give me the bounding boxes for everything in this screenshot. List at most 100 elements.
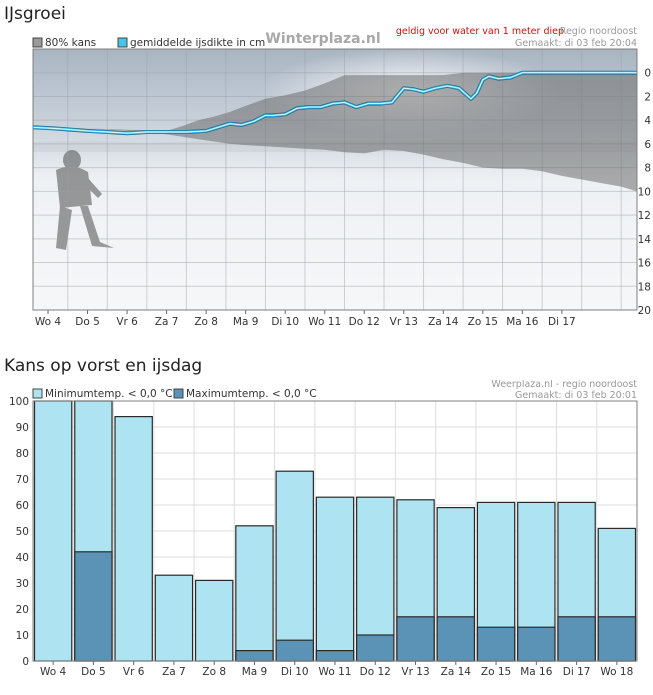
frost-x-tick-label: Zo 15 (481, 666, 511, 678)
legend-line-swatch (117, 37, 128, 48)
made-timestamp: Gemaakt: di 03 feb 20:04 (515, 38, 637, 49)
ice-plot-frame (32, 48, 638, 311)
ice-x-tick-label: Di 17 (548, 316, 576, 328)
ice-x-tick-label: Wo 11 (308, 316, 341, 328)
ice-y-tick-label: 12 (638, 210, 651, 222)
legend-min-swatch (32, 388, 43, 399)
mean-ice-line-highlight (32, 72, 637, 134)
frost-x-tick-label: Za 7 (162, 666, 186, 678)
frost-x-tick-label: Ma 16 (520, 666, 553, 678)
legend-line-label: gemiddelde ijsdikte in cm (130, 37, 265, 49)
min-temp-bar (33, 400, 73, 662)
ice-x-tick-label: Di 10 (271, 316, 299, 328)
legend-max-label: Maximumtemp. < 0,0 °C (186, 388, 317, 400)
max-temp-bar (476, 626, 516, 662)
frost-x-tick-label: Wo 11 (319, 666, 352, 678)
ice-x-tick-label: Ma 9 (233, 316, 259, 328)
frost-made-timestamp: Gemaakt: di 03 feb 20:01 (515, 390, 637, 401)
frost-bars (33, 400, 637, 662)
ice-x-tick-label: Za 7 (155, 316, 179, 328)
ice-y-tick-label: 20 (638, 305, 651, 317)
max-temp-bar (597, 616, 637, 662)
frost-y-tick-label: 70 (16, 474, 29, 486)
frost-x-tick-label: Di 17 (563, 666, 591, 678)
frost-source: Weerplaza.nl - regio noordoost (491, 380, 637, 390)
frost-x-tick-label: Za 14 (441, 666, 472, 678)
max-temp-bar (557, 616, 596, 662)
frost-y-axis: 0 10 20 30 40 50 60 70 80 90 100 (9, 396, 29, 668)
ice-x-tick-label: Zo 15 (468, 316, 498, 328)
min-temp-bar (356, 496, 395, 662)
frost-x-tick-label: Wo 4 (40, 666, 67, 678)
frost-x-tick-label: Wo 18 (600, 666, 633, 678)
ice-y-tick-label: 2 (644, 91, 651, 103)
frost-chance-chart: Minimumtemp. < 0,0 °C Maximumtemp. < 0,0… (9, 380, 638, 678)
region-label: Regio noordoost (560, 26, 638, 37)
min-temp-bar (154, 574, 194, 662)
frost-y-tick-label: 60 (16, 500, 29, 512)
ice-x-axis: Wo 4 Do 5 Vr 6 Za 7 Zo 8 Ma 9 Di 10 Wo 11 Do 12 V… (35, 310, 576, 328)
legend-max-swatch (173, 388, 184, 399)
frost-y-tick-label: 80 (16, 448, 29, 460)
min-temp-bar (235, 525, 274, 662)
ice-y-tick-label: 14 (638, 234, 652, 246)
max-temp-bar (315, 650, 355, 662)
frost-y-tick-label: 50 (16, 526, 29, 538)
min-temp-bar (315, 496, 355, 662)
ice-y-tick-label: 10 (638, 186, 651, 198)
min-temp-bar (194, 579, 234, 662)
ice-y-tick-label: 4 (644, 115, 651, 127)
frost-x-tick-label: Vr 13 (401, 666, 429, 678)
max-temp-bar (275, 639, 314, 662)
frost-x-tick-label: Do 12 (360, 666, 391, 678)
validity-note: geldig voor water van 1 meter diep (396, 26, 564, 37)
frost-x-axis: Wo 4 Do 5 Vr 6 Za 7 Zo 8 Ma 9 Di 10 Wo 11 Do 12 V… (40, 661, 633, 678)
frost-y-tick-label: 90 (16, 422, 29, 434)
max-temp-bar (517, 626, 556, 662)
skater-silhouette (56, 150, 114, 250)
frost-chance-title: Kans op vorst en ijsdag (4, 356, 203, 376)
legend-band-swatch (32, 37, 43, 48)
frost-x-tick-label: Do 5 (81, 666, 106, 678)
ice-x-tick-label: Za 14 (428, 316, 459, 328)
ice-x-tick-label: Do 5 (75, 316, 100, 328)
max-temp-bar (436, 616, 476, 662)
ice-x-tick-label: Vr 6 (116, 316, 138, 328)
watermark-source: Winterplaza.nl (265, 31, 380, 47)
ice-y-tick-label: 16 (638, 258, 652, 270)
legend-min-label: Minimumtemp. < 0,0 °C (45, 388, 173, 400)
frost-y-tick-label: 10 (16, 630, 29, 642)
frost-x-tick-label: Zo 8 (202, 666, 226, 678)
frost-plot-frame (32, 400, 638, 662)
frost-legend: Minimumtemp. < 0,0 °C Maximumtemp. < 0,0… (32, 388, 317, 400)
ice-growth-title: IJsgroei (4, 4, 66, 24)
ice-x-tick-label: Zo 8 (194, 316, 218, 328)
ice-x-tick-label: Do 12 (349, 316, 380, 328)
probability-band-area (33, 72, 637, 192)
ice-y-tick-label: 0 (644, 68, 651, 80)
frost-y-tick-label: 20 (16, 604, 29, 616)
frost-x-tick-label: Di 10 (281, 666, 309, 678)
ice-growth-chart: 80% kans gemiddelde ijsdikte in cm Winte… (32, 26, 652, 328)
probability-band (33, 72, 637, 192)
ice-x-tick-label: Wo 4 (35, 316, 62, 328)
ice-x-tick-label: Vr 13 (390, 316, 418, 328)
frost-y-tick-label: 30 (16, 578, 29, 590)
max-temp-bar (396, 616, 435, 662)
min-temp-bar (275, 470, 314, 662)
max-temp-bar (74, 551, 113, 662)
frost-y-tick-label: 0 (22, 656, 29, 668)
ice-legend: 80% kans gemiddelde ijsdikte in cm (32, 37, 265, 49)
ice-y-tick-label: 8 (644, 163, 651, 175)
frost-x-tick-label: Vr 6 (123, 666, 145, 678)
mean-ice-line (32, 70, 637, 136)
min-temp-bar (114, 415, 153, 662)
frost-y-tick-label: 40 (16, 552, 29, 564)
max-temp-bar (356, 634, 395, 662)
ice-y-tick-label: 18 (638, 281, 651, 293)
frost-y-tick-label: 100 (9, 396, 29, 408)
ice-x-tick-label: Ma 16 (506, 316, 539, 328)
legend-band-label: 80% kans (45, 37, 96, 49)
ice-y-tick-label: 6 (644, 139, 651, 151)
frost-x-tick-label: Ma 9 (242, 666, 268, 678)
